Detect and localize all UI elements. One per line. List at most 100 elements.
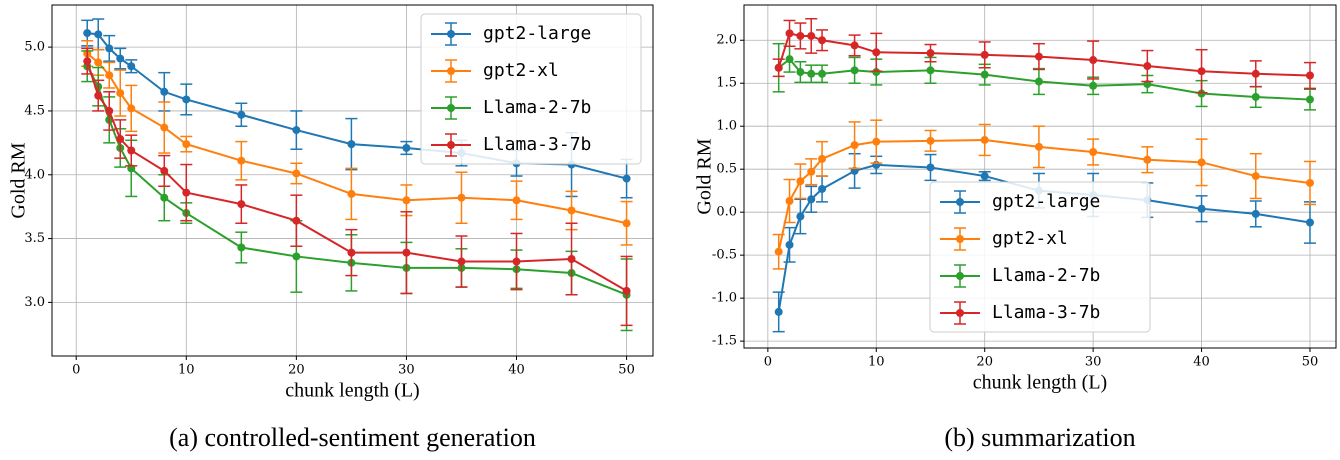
caption: (b) summarization <box>944 423 1135 452</box>
marker <box>83 29 92 38</box>
legend-label: gpt2-xl <box>992 228 1068 249</box>
legend-label: Llama-2-7b <box>992 265 1100 286</box>
y-tick-label: -1.5 <box>712 334 737 349</box>
marker <box>94 91 103 100</box>
marker <box>872 137 881 146</box>
marker <box>402 248 411 257</box>
y-tick-label: 2.0 <box>716 33 737 48</box>
marker <box>1034 52 1043 61</box>
marker <box>347 140 356 149</box>
marker <box>818 36 827 45</box>
marker <box>774 247 783 256</box>
marker <box>1034 77 1043 86</box>
marker <box>457 193 466 202</box>
marker <box>402 143 411 152</box>
x-tick-label: 20 <box>976 355 993 370</box>
x-tick-label: 30 <box>398 363 415 378</box>
marker <box>1197 89 1206 98</box>
marker <box>796 31 805 40</box>
marker <box>292 126 301 135</box>
marker <box>237 200 246 209</box>
marker <box>818 69 827 78</box>
marker <box>850 41 859 50</box>
y-tick-label: -0.5 <box>712 248 737 263</box>
y-tick-label: 3.0 <box>24 295 45 310</box>
marker <box>182 188 191 197</box>
marker <box>807 69 816 78</box>
marker <box>1305 95 1314 104</box>
legend-swatch <box>447 104 455 112</box>
marker <box>1305 71 1314 80</box>
marker <box>1305 218 1314 227</box>
marker <box>83 57 92 66</box>
marker <box>1034 142 1043 151</box>
legend-swatch <box>956 198 964 206</box>
marker <box>818 184 827 193</box>
marker <box>1143 62 1152 71</box>
y-tick-label: -1.0 <box>712 291 737 306</box>
marker <box>116 135 125 144</box>
marker <box>980 135 989 144</box>
marker <box>785 55 794 64</box>
marker <box>622 219 631 228</box>
marker <box>94 30 103 39</box>
series-line <box>778 57 1311 101</box>
marker <box>926 163 935 172</box>
marker <box>182 95 191 104</box>
y-tick-label: 0.0 <box>716 205 737 220</box>
marker <box>807 167 816 176</box>
x-tick-label: 50 <box>1302 355 1319 370</box>
legend-label: Llama-3-7b <box>992 302 1100 323</box>
marker <box>347 189 356 198</box>
legend-box <box>929 181 1151 333</box>
y-tick-label: 0.5 <box>716 162 737 177</box>
marker <box>457 257 466 266</box>
marker <box>1197 67 1206 76</box>
axes-frame <box>51 4 654 357</box>
y-tick-label: 3.5 <box>24 231 45 246</box>
legend-label: gpt2-large <box>992 191 1100 212</box>
marker <box>116 89 125 98</box>
x-tick-label: 40 <box>508 363 525 378</box>
marker <box>237 156 246 165</box>
marker <box>850 141 859 150</box>
legend-swatch <box>956 235 964 243</box>
marker <box>127 146 136 155</box>
legend-swatch <box>956 309 964 317</box>
x-tick-label: 50 <box>618 363 635 378</box>
marker <box>127 62 136 71</box>
marker <box>818 154 827 163</box>
legend-label: gpt2-xl <box>483 60 559 81</box>
marker <box>796 177 805 186</box>
marker <box>926 49 935 58</box>
y-tick-label: 5.0 <box>24 40 45 55</box>
marker <box>785 29 794 38</box>
marker <box>160 166 169 175</box>
marker <box>774 307 783 316</box>
legend-box <box>420 13 642 165</box>
marker <box>1197 158 1206 167</box>
marker <box>796 212 805 221</box>
marker <box>785 197 794 205</box>
marker <box>785 240 794 249</box>
marker <box>1089 148 1098 156</box>
caption: (a) controlled-sentiment generation <box>169 423 536 452</box>
x-tick-label: 0 <box>764 355 772 370</box>
marker <box>160 87 169 96</box>
marker <box>850 66 859 75</box>
marker <box>347 248 356 257</box>
marker <box>1251 209 1260 218</box>
marker <box>512 196 521 205</box>
marker <box>567 254 576 263</box>
marker <box>94 58 103 67</box>
legend-label: Llama-3-7b <box>483 134 591 155</box>
x-tick-label: 20 <box>288 363 305 378</box>
marker <box>105 44 114 53</box>
marker <box>807 195 816 204</box>
x-tick-label: 40 <box>1193 355 1210 370</box>
marker <box>1251 92 1260 101</box>
marker <box>980 172 989 181</box>
marker <box>774 63 783 72</box>
x-tick-label: 10 <box>178 363 195 378</box>
